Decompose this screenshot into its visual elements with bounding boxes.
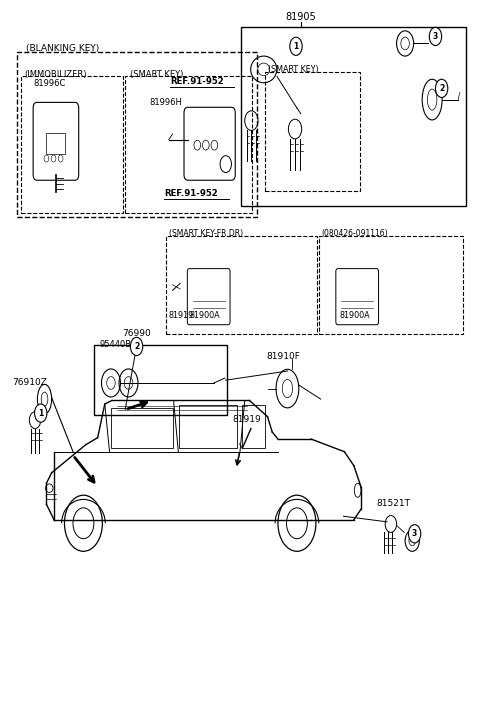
Bar (17, 52, 257, 217)
Bar (242, 404, 265, 448)
Text: REF.91-952: REF.91-952 (170, 76, 224, 86)
Text: 76910Z: 76910Z (12, 378, 47, 387)
Bar (111, 407, 173, 448)
Circle shape (278, 495, 316, 551)
Text: 3: 3 (433, 32, 438, 41)
Bar (125, 76, 252, 214)
Text: 81521T: 81521T (377, 499, 410, 508)
Text: REF.91-952: REF.91-952 (164, 189, 218, 198)
Bar (21, 76, 123, 214)
Text: 81910F: 81910F (266, 351, 300, 361)
Circle shape (429, 28, 442, 45)
Bar (179, 404, 237, 448)
Text: (SMART KEY): (SMART KEY) (267, 65, 318, 74)
Text: 81996C: 81996C (33, 79, 65, 88)
Bar (319, 235, 464, 334)
Text: 95440B: 95440B (99, 340, 131, 349)
Text: 81919: 81919 (169, 311, 194, 320)
Circle shape (290, 37, 302, 55)
Circle shape (64, 495, 102, 551)
Circle shape (35, 404, 47, 422)
Text: (BLANKING KEY): (BLANKING KEY) (26, 45, 100, 53)
Bar (95, 345, 227, 415)
Text: 81905: 81905 (285, 13, 316, 23)
Text: 81919: 81919 (232, 414, 261, 423)
Text: 81900A: 81900A (189, 311, 220, 320)
Text: 81996H: 81996H (149, 98, 182, 107)
Circle shape (287, 508, 307, 539)
Text: 2: 2 (134, 342, 139, 351)
Text: 81900A: 81900A (340, 311, 370, 320)
Circle shape (435, 79, 448, 98)
Text: (080426-091116): (080426-091116) (322, 230, 388, 238)
Circle shape (408, 525, 421, 543)
Bar (264, 71, 360, 191)
Text: 1: 1 (38, 409, 43, 418)
Circle shape (131, 337, 143, 356)
Text: 2: 2 (439, 84, 444, 93)
Text: 1: 1 (293, 42, 299, 51)
Circle shape (73, 508, 94, 539)
Bar (167, 235, 317, 334)
Bar (241, 28, 466, 206)
Text: (SMART KEY): (SMART KEY) (130, 69, 183, 78)
Text: (SMART KEY-FR DR): (SMART KEY-FR DR) (169, 230, 243, 238)
Text: 76990: 76990 (122, 329, 151, 338)
Text: (IMMOBILIZER): (IMMOBILIZER) (24, 69, 86, 78)
Text: 3: 3 (412, 530, 417, 538)
Bar (47, 132, 65, 153)
